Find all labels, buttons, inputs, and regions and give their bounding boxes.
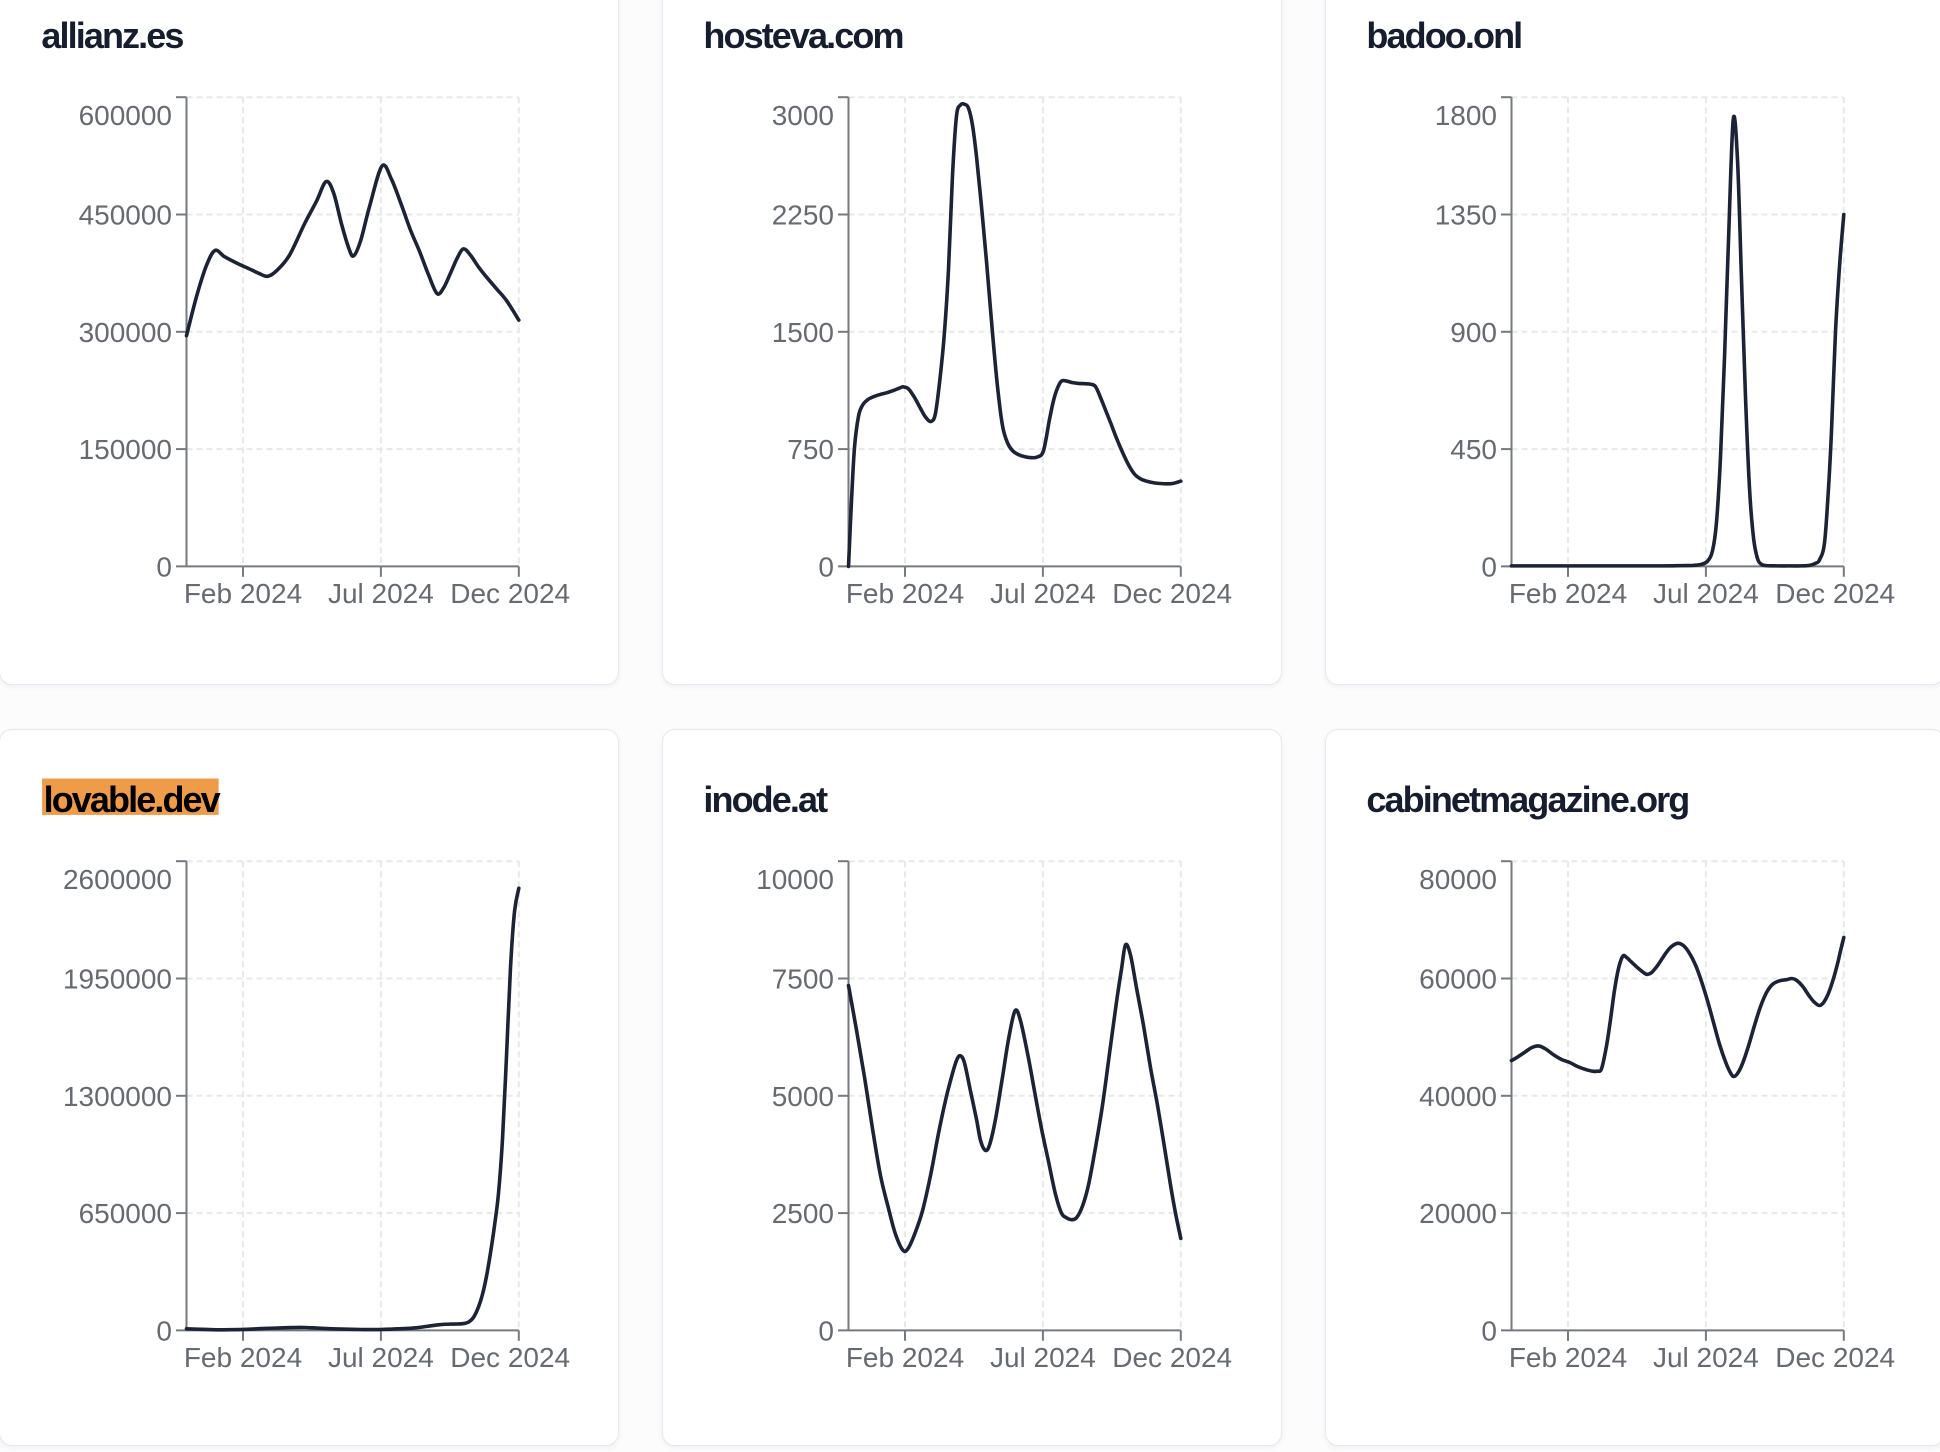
svg-text:inode.at: inode.at xyxy=(703,778,828,819)
svg-text:cabinetmagazine.org: cabinetmagazine.org xyxy=(1366,778,1688,819)
svg-text:300000: 300000 xyxy=(78,316,171,347)
svg-text:0: 0 xyxy=(156,1315,172,1346)
svg-text:Jul 2024: Jul 2024 xyxy=(1653,577,1759,608)
svg-text:lovable.dev: lovable.dev xyxy=(43,778,220,819)
svg-text:5000: 5000 xyxy=(772,1080,834,1111)
svg-text:20000: 20000 xyxy=(1419,1198,1497,1229)
svg-text:1800: 1800 xyxy=(1435,100,1497,131)
svg-text:1350: 1350 xyxy=(1435,199,1497,230)
svg-text:1950000: 1950000 xyxy=(62,963,171,994)
svg-text:0: 0 xyxy=(818,551,834,582)
svg-text:0: 0 xyxy=(1481,1315,1497,1346)
svg-text:3000: 3000 xyxy=(772,100,834,131)
svg-text:Feb 2024: Feb 2024 xyxy=(846,1341,964,1372)
svg-text:150000: 150000 xyxy=(78,434,171,465)
svg-text:2500: 2500 xyxy=(772,1198,834,1229)
svg-text:allianz.es: allianz.es xyxy=(41,14,183,55)
svg-text:0: 0 xyxy=(818,1315,834,1346)
svg-text:1500: 1500 xyxy=(772,316,834,347)
svg-text:Jul 2024: Jul 2024 xyxy=(327,1341,433,1372)
svg-text:Dec 2024: Dec 2024 xyxy=(1112,577,1232,608)
svg-text:Jul 2024: Jul 2024 xyxy=(990,577,1096,608)
svg-text:900: 900 xyxy=(1450,316,1497,347)
svg-text:10000: 10000 xyxy=(756,864,834,895)
svg-text:750: 750 xyxy=(787,434,834,465)
svg-text:badoo.onl: badoo.onl xyxy=(1366,14,1521,55)
svg-text:40000: 40000 xyxy=(1419,1080,1497,1111)
svg-text:Feb 2024: Feb 2024 xyxy=(183,1341,301,1372)
svg-text:Dec 2024: Dec 2024 xyxy=(1112,1341,1232,1372)
svg-text:2600000: 2600000 xyxy=(62,864,171,895)
svg-text:600000: 600000 xyxy=(78,100,171,131)
svg-text:Dec 2024: Dec 2024 xyxy=(450,1341,570,1372)
svg-text:0: 0 xyxy=(156,551,172,582)
svg-text:Dec 2024: Dec 2024 xyxy=(1775,577,1895,608)
svg-text:Jul 2024: Jul 2024 xyxy=(1653,1341,1759,1372)
svg-text:2250: 2250 xyxy=(772,199,834,230)
svg-text:450: 450 xyxy=(1450,434,1497,465)
svg-text:650000: 650000 xyxy=(78,1198,171,1229)
svg-text:hosteva.com: hosteva.com xyxy=(703,14,902,55)
svg-text:Feb 2024: Feb 2024 xyxy=(846,577,964,608)
svg-text:Jul 2024: Jul 2024 xyxy=(327,577,433,608)
svg-text:7500: 7500 xyxy=(772,963,834,994)
svg-text:450000: 450000 xyxy=(78,199,171,230)
svg-text:Jul 2024: Jul 2024 xyxy=(990,1341,1096,1372)
svg-text:60000: 60000 xyxy=(1419,963,1497,994)
svg-text:Dec 2024: Dec 2024 xyxy=(1775,1341,1895,1372)
svg-text:Feb 2024: Feb 2024 xyxy=(1509,1341,1627,1372)
svg-text:0: 0 xyxy=(1481,551,1497,582)
svg-text:Feb 2024: Feb 2024 xyxy=(183,577,301,608)
svg-text:1300000: 1300000 xyxy=(62,1080,171,1111)
svg-text:Feb 2024: Feb 2024 xyxy=(1509,577,1627,608)
svg-text:Dec 2024: Dec 2024 xyxy=(450,577,570,608)
svg-text:80000: 80000 xyxy=(1419,864,1497,895)
